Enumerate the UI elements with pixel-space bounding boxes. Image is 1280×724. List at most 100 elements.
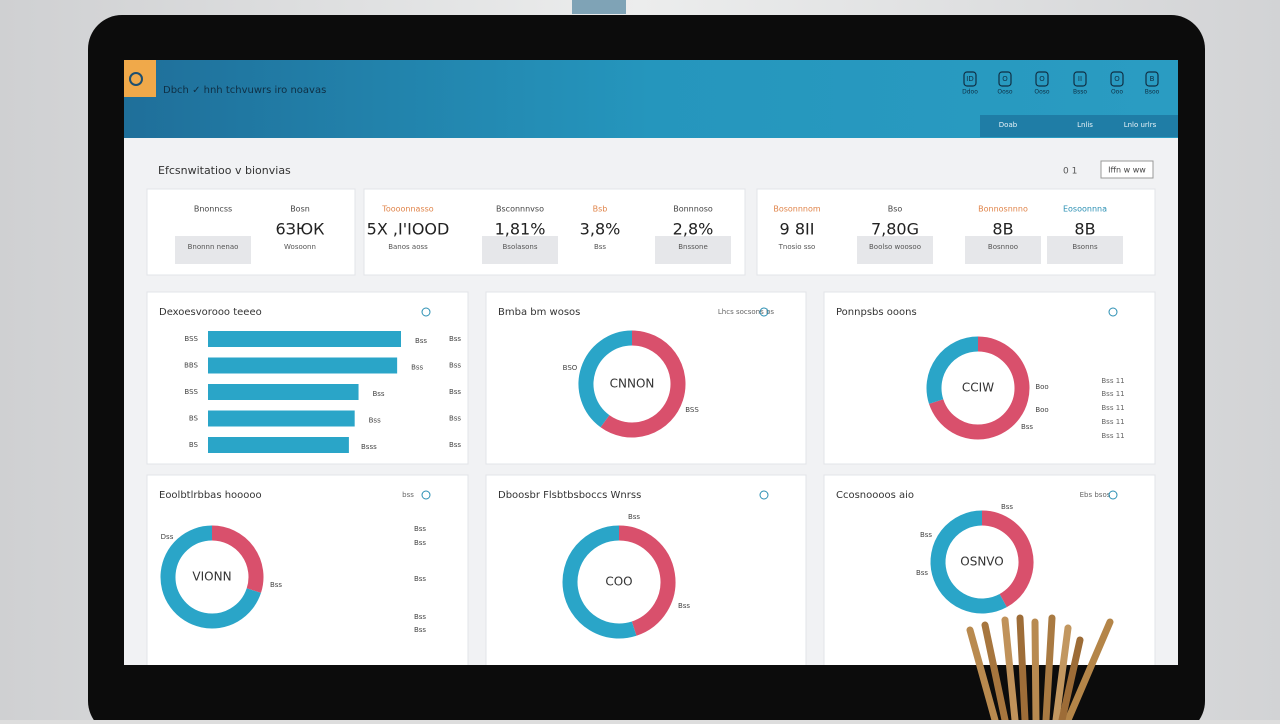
panel-icon: [759, 490, 769, 500]
donut-segment: [562, 525, 637, 639]
kpi-sub-box: [1047, 236, 1123, 264]
kpi-label: Bonnosnnno: [978, 205, 1028, 214]
bar-annotation: Bss: [415, 337, 427, 345]
bar-annotation: Bss: [449, 415, 461, 423]
nav-icon-box: [998, 71, 1012, 87]
kpi-label: Bsb: [593, 205, 608, 214]
logo: [124, 60, 156, 97]
donut-annotation: Bss: [1001, 503, 1013, 511]
bar-annotation: Bss: [449, 388, 461, 396]
chart-subtitle: Ebs bsos: [1080, 491, 1111, 499]
donut-annotation: Bss: [920, 531, 932, 539]
kpi-sub: Bsonns: [1072, 243, 1098, 251]
header-tab: Doab: [999, 121, 1018, 129]
nav-label: Bsoo: [1145, 89, 1160, 96]
bar-category: BBS: [184, 362, 198, 370]
kpi-sub: Bss: [594, 243, 606, 251]
donut-center-label: CNNON: [610, 377, 655, 391]
kpi-sub: Boolso woosoo: [869, 243, 921, 251]
kpi-sub: Banos aoss: [388, 243, 428, 251]
nav-icon: O: [1114, 75, 1120, 83]
chart-title: Ccosnoooos aio: [836, 490, 914, 501]
bar: [208, 331, 401, 347]
donut-center-label: CCIW: [962, 381, 994, 395]
kpi-label: Bso: [888, 205, 903, 214]
kpi-label: Bonnnoso: [673, 205, 713, 214]
kpi-sub: Wosoonn: [284, 243, 316, 251]
donut-segment: [926, 336, 979, 404]
kpi-value: 7,80G: [871, 220, 919, 239]
donut-annotation: Bss: [414, 626, 426, 634]
kpi-sub-box: [655, 236, 731, 264]
donut-annotation: Bss 11: [1101, 432, 1124, 440]
panel-icon: [421, 307, 431, 317]
bar-annotation: Bss: [369, 417, 381, 425]
chart-title: Dboosbr Flsbtbsboccs Wnrss: [498, 490, 641, 501]
donut-annotation: BSS: [685, 406, 699, 414]
kpi-sub: Tnosio sso: [778, 243, 816, 251]
donut-annotation: Boo: [1035, 406, 1048, 414]
donut-segment: [930, 510, 1007, 614]
kpi-sub-box: [965, 236, 1041, 264]
background-object: [572, 0, 626, 14]
chart-panel: [146, 291, 469, 465]
donut-annotation: Bss: [916, 569, 928, 577]
bar: [208, 384, 359, 400]
donut-annotation: Bss 11: [1101, 377, 1124, 385]
kpi-label: Bsconnnvso: [496, 205, 544, 214]
bar-annotation: Bss: [449, 362, 461, 370]
chart-title: Bmba bm wosos: [498, 307, 580, 318]
pager: 0 1: [1063, 167, 1077, 177]
bar-annotation: Bss: [411, 364, 423, 372]
bar: [208, 410, 355, 427]
donut-annotation: Bss: [1021, 423, 1033, 431]
panel-icon: [759, 307, 769, 317]
bar-category: BSS: [184, 388, 198, 396]
dashboard: Efcsnwitatioo v bionvias 0 1 Iffn w ww: [158, 160, 1154, 179]
filter-button[interactable]: [1100, 160, 1154, 179]
bar: [208, 437, 349, 453]
nav-label: Ooo: [1111, 89, 1123, 96]
kpi-value: 1,81%: [495, 220, 546, 239]
kpi-label: Bnonncss: [194, 205, 232, 214]
bar: [208, 357, 398, 374]
header-tab: Lnlis: [1077, 121, 1093, 129]
nav-icon: O: [1002, 75, 1008, 83]
filter-button-label[interactable]: Iffn w ww: [1108, 166, 1146, 175]
nav-label: Bsso: [1073, 89, 1087, 96]
kpi-sub-box: [482, 236, 558, 264]
panel-icon: [1108, 307, 1118, 317]
donut-center-label: VIONN: [192, 570, 231, 584]
kpi-label: Bosonnnom: [773, 205, 821, 214]
donut-annotation: Bss: [414, 575, 426, 583]
donut-annotation: Bss: [414, 525, 426, 533]
donut-segment: [160, 525, 261, 629]
kpi-value: 2,8%: [673, 220, 714, 239]
donut-center-label: OSNVO: [960, 555, 1003, 569]
donut-segment: [578, 330, 633, 428]
nav-icon: O: [1039, 75, 1045, 83]
donut-annotation: Boo: [1035, 383, 1048, 391]
kpi-sub: Bosnnoo: [988, 243, 1018, 251]
kpi-value: 3,8%: [580, 220, 621, 239]
donut-segment: [600, 330, 686, 438]
kpi-label: Toooonnasso: [381, 205, 433, 214]
kpi-label: Eosoonnna: [1063, 205, 1107, 214]
nav-icon-box: [1110, 71, 1124, 87]
donut-annotation: Bss: [270, 581, 282, 589]
nav-icon: II: [1078, 75, 1082, 83]
section-title: Efcsnwitatioo v bionvias: [158, 164, 291, 177]
kpi-sub: Bnssone: [678, 243, 708, 251]
donut-annotation: Bss: [414, 539, 426, 547]
nav-icon-box: [1035, 71, 1049, 87]
donut-annotation: Bss: [628, 513, 640, 521]
header-title: Dbch ✓ hnh tchvuwrs iro noavas: [163, 85, 326, 96]
kpi-value: 5X ,I'IOOD: [367, 220, 450, 239]
kpi-sub: Bsolasons: [503, 243, 538, 251]
kpi-value: 8B: [992, 220, 1013, 239]
donut-segment: [981, 510, 1034, 608]
donut-segment: [211, 525, 264, 593]
kpi-value: 9 8II: [780, 220, 815, 239]
